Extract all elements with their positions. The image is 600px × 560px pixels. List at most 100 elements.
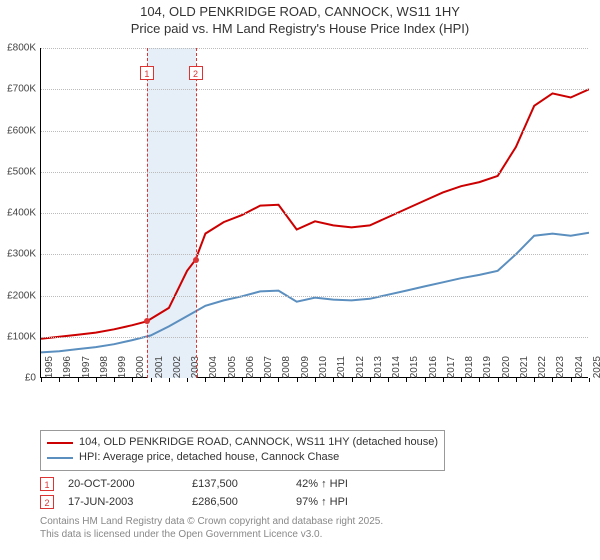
legend-swatch (47, 457, 73, 459)
x-tick (297, 378, 298, 382)
event-price: £137,500 (192, 478, 282, 490)
x-tick (370, 378, 371, 382)
event-marker-box: 1 (140, 66, 154, 80)
y-gridline (41, 254, 588, 255)
y-gridline (41, 337, 588, 338)
title-line-1: 104, OLD PENKRIDGE ROAD, CANNOCK, WS11 1… (0, 4, 600, 21)
x-axis-label: 2012 (355, 356, 366, 384)
event-date: 20-OCT-2000 (68, 478, 178, 490)
x-axis-label: 2023 (555, 356, 566, 384)
legend-item: HPI: Average price, detached house, Cann… (47, 450, 438, 465)
x-tick (571, 378, 572, 382)
x-tick (333, 378, 334, 382)
y-axis-label: £800K (0, 43, 36, 54)
legend-swatch (47, 442, 73, 444)
y-axis-label: £200K (0, 290, 36, 301)
x-tick (534, 378, 535, 382)
y-axis-label: £300K (0, 249, 36, 260)
x-axis-label: 2006 (245, 356, 256, 384)
x-axis-label: 2025 (592, 356, 600, 384)
x-axis-label: 2007 (263, 356, 274, 384)
x-axis-label: 2002 (172, 356, 183, 384)
credit-text: Contains HM Land Registry data © Crown c… (40, 515, 588, 541)
x-axis-label: 1997 (81, 356, 92, 384)
series-line (41, 89, 589, 338)
x-tick (278, 378, 279, 382)
event-list: 120-OCT-2000£137,50042% ↑ HPI217-JUN-200… (40, 477, 588, 509)
x-tick (59, 378, 60, 382)
y-axis-label: £600K (0, 125, 36, 136)
chart-area: £0£100K£200K£300K£400K£500K£600K£700K£80… (40, 48, 588, 398)
x-axis-label: 2001 (154, 356, 165, 384)
x-tick (151, 378, 152, 382)
x-tick (516, 378, 517, 382)
x-tick (41, 378, 42, 382)
sale-point-dot (144, 318, 150, 324)
x-tick (443, 378, 444, 382)
x-axis-label: 2005 (227, 356, 238, 384)
x-tick (315, 378, 316, 382)
x-axis-label: 2011 (336, 356, 347, 384)
x-tick (224, 378, 225, 382)
x-axis-label: 2010 (318, 356, 329, 384)
y-gridline (41, 131, 588, 132)
event-vline (196, 48, 197, 378)
x-tick (552, 378, 553, 382)
x-axis-label: 2020 (501, 356, 512, 384)
x-axis-label: 2022 (537, 356, 548, 384)
legend-item: 104, OLD PENKRIDGE ROAD, CANNOCK, WS11 1… (47, 435, 438, 450)
x-tick (498, 378, 499, 382)
credit-line-1: Contains HM Land Registry data © Crown c… (40, 515, 588, 528)
x-tick (205, 378, 206, 382)
y-gridline (41, 172, 588, 173)
y-gridline (41, 296, 588, 297)
series-line (41, 233, 589, 353)
x-axis-label: 2004 (208, 356, 219, 384)
event-date: 17-JUN-2003 (68, 496, 178, 508)
legend-box: 104, OLD PENKRIDGE ROAD, CANNOCK, WS11 1… (40, 430, 445, 471)
x-tick (187, 378, 188, 382)
y-gridline (41, 48, 588, 49)
x-tick (260, 378, 261, 382)
legend-label: 104, OLD PENKRIDGE ROAD, CANNOCK, WS11 1… (79, 435, 438, 450)
x-axis-label: 1998 (99, 356, 110, 384)
x-tick (169, 378, 170, 382)
legend-and-footer: 104, OLD PENKRIDGE ROAD, CANNOCK, WS11 1… (40, 430, 588, 541)
x-axis-label: 2016 (428, 356, 439, 384)
credit-line-2: This data is licensed under the Open Gov… (40, 528, 588, 541)
y-axis-label: £100K (0, 331, 36, 342)
y-axis-label: £700K (0, 84, 36, 95)
event-number-box: 2 (40, 495, 54, 509)
x-axis-label: 2008 (281, 356, 292, 384)
x-axis-label: 2009 (300, 356, 311, 384)
y-axis-label: £400K (0, 208, 36, 219)
y-gridline (41, 89, 588, 90)
event-price: £286,500 (192, 496, 282, 508)
title-line-2: Price paid vs. HM Land Registry's House … (0, 21, 600, 38)
x-tick (114, 378, 115, 382)
x-axis-label: 2000 (135, 356, 146, 384)
x-axis-label: 2014 (391, 356, 402, 384)
legend-label: HPI: Average price, detached house, Cann… (79, 450, 339, 465)
x-axis-label: 2015 (409, 356, 420, 384)
y-axis-label: £0 (0, 373, 36, 384)
x-tick (479, 378, 480, 382)
x-tick (78, 378, 79, 382)
x-tick (242, 378, 243, 382)
event-pct: 42% ↑ HPI (296, 478, 386, 490)
x-axis-label: 2018 (464, 356, 475, 384)
event-marker-box: 2 (189, 66, 203, 80)
sale-point-dot (193, 257, 199, 263)
x-axis-label: 2017 (446, 356, 457, 384)
y-gridline (41, 213, 588, 214)
x-axis-label: 2024 (574, 356, 585, 384)
x-tick (461, 378, 462, 382)
x-tick (132, 378, 133, 382)
event-pct: 97% ↑ HPI (296, 496, 386, 508)
chart-title: 104, OLD PENKRIDGE ROAD, CANNOCK, WS11 1… (0, 0, 600, 38)
x-axis-label: 1996 (62, 356, 73, 384)
plot-region: £0£100K£200K£300K£400K£500K£600K£700K£80… (40, 48, 588, 378)
x-axis-label: 2019 (482, 356, 493, 384)
x-axis-label: 2021 (519, 356, 530, 384)
x-axis-label: 1999 (117, 356, 128, 384)
